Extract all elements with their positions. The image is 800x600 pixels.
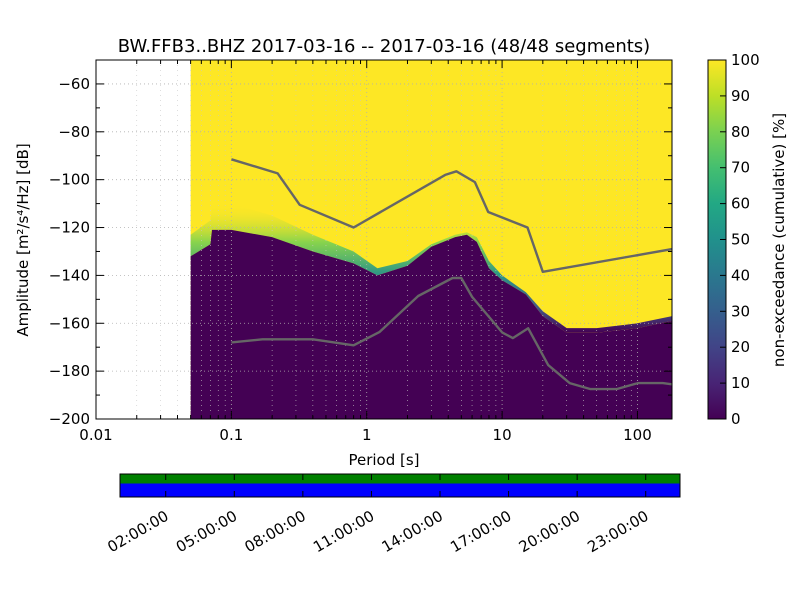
y-axis-label: Amplitude [m²/s⁴/Hz] [dB] xyxy=(14,143,32,336)
timeline-bar-data-available xyxy=(120,474,680,484)
colorbar-tick-label: 30 xyxy=(731,302,750,320)
x-tick-label: 0.1 xyxy=(219,426,243,444)
psd-heatmap xyxy=(190,60,672,419)
timeline-tick-label: 23:00:00 xyxy=(584,507,651,556)
timeline-tick-label: 20:00:00 xyxy=(516,507,583,556)
x-axis: 0.01 0.1 1 10 100 xyxy=(79,60,652,444)
y-tick-label: −200 xyxy=(49,410,90,428)
colorbar-tick-label: 80 xyxy=(731,123,750,141)
colorbar-tick-label: 100 xyxy=(731,51,760,69)
colorbar-tick-label: 0 xyxy=(731,410,741,428)
y-tick-label: −80 xyxy=(58,123,90,141)
timeline-bar-segments-used xyxy=(120,483,680,497)
timeline-tick-label: 08:00:00 xyxy=(242,507,309,556)
y-tick-label: −180 xyxy=(49,362,90,380)
coverage-timeline: 02:00:00 05:00:00 08:00:00 11:00:00 14:00:00… xyxy=(104,473,681,556)
colorbar-label: non-exceedance (cumulative) [%] xyxy=(770,113,788,367)
y-axis: −60 −80 −100 −120 −140 −160 −180 −200 xyxy=(49,75,672,428)
heatmap-region-0pct xyxy=(190,229,672,419)
timeline-frame xyxy=(119,473,681,498)
y-tick-label: −60 xyxy=(58,75,90,93)
colorbar-gradient xyxy=(708,60,726,419)
y-tick-label: −120 xyxy=(49,219,90,237)
colorbar-axis: 0 10 20 30 40 50 60 70 80 90 100 xyxy=(720,51,760,428)
grid xyxy=(96,60,672,419)
colorbar-tick-label: 40 xyxy=(731,266,750,284)
plot-frame xyxy=(95,59,673,420)
x-tick-label: 1 xyxy=(362,426,372,444)
timeline-tick-label: 02:00:00 xyxy=(104,507,171,556)
x-tick-label: 100 xyxy=(623,426,652,444)
chart-title: BW.FFB3..BHZ 2017-03-16 -- 2017-03-16 (4… xyxy=(118,36,650,57)
colorbar-tick-label: 70 xyxy=(731,159,750,177)
colorbar-tick-label: 90 xyxy=(731,87,750,105)
timeline-tick-label: 11:00:00 xyxy=(310,507,377,556)
x-tick-label: 0.01 xyxy=(79,426,112,444)
colorbar-tick-label: 20 xyxy=(731,338,750,356)
noise-models xyxy=(231,158,672,391)
y-tick-label: −100 xyxy=(49,171,90,189)
timeline-tick-label: 05:00:00 xyxy=(173,507,240,556)
colorbar-tick-label: 10 xyxy=(731,374,750,392)
timeline-tick-label: 17:00:00 xyxy=(447,507,514,556)
x-tick-label: 10 xyxy=(493,426,512,444)
heatmap-transition-band xyxy=(190,203,672,333)
x-axis-label: Period [s] xyxy=(348,451,419,469)
new-high-noise-model-line xyxy=(231,158,672,273)
timeline-tick-label: 14:00:00 xyxy=(379,507,446,556)
colorbar-tick-label: 60 xyxy=(731,195,750,213)
colorbar-tick-label: 50 xyxy=(731,231,750,249)
new-low-noise-model-line xyxy=(231,276,672,391)
plot-area xyxy=(96,60,672,419)
y-tick-label: −160 xyxy=(49,314,90,332)
y-tick-label: −140 xyxy=(49,266,90,284)
